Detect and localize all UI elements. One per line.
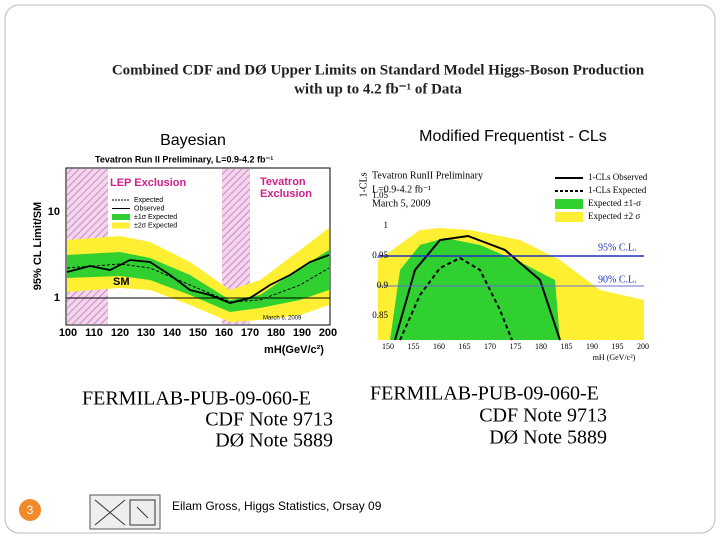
y-tick: 10 [48,206,60,218]
x-label: mH(GeV/c²) [264,344,324,356]
legend-swatch [555,212,583,222]
cl90-label: 90% C.L. [598,274,637,285]
x-tick: 160 [433,342,445,351]
x-tick: 200 [319,327,337,339]
plot-info: March 5, 2009 [372,198,431,209]
tevatron-label: Exclusion [260,188,312,200]
left-plot: Tevatron Run II Preliminary, L=0.9-4.2 f… [32,154,337,356]
legend-label: Expected ±1-σ [588,198,641,208]
legend-swatch [112,222,130,229]
tevatron-label: Tevatron [260,176,306,188]
x-tick: 170 [241,327,259,339]
legend-label: 1-CLs Observed [588,172,648,182]
x-tick: 175 [510,342,522,351]
expected-line [399,256,513,341]
title: Combined CDF and DØ Upper Limits on Stan… [112,62,645,78]
right-plot: 95% C.L. 90% C.L. 1-CLs Tevatron RunII P… [358,168,649,362]
x-tick: 165 [459,342,471,351]
x-tick: 140 [163,327,181,339]
y-tick: 0.85 [372,310,388,320]
note: DØ Note 5889 [215,430,333,452]
x-tick: 200 [637,342,649,351]
x-tick: 195 [612,342,624,351]
x-tick: 100 [59,327,77,339]
title: with up to 4.2 fb⁻¹ of Data [294,81,462,97]
x-tick: 120 [111,327,129,339]
legend-label: Observed [134,205,164,212]
lep-label: LEP Exclusion [110,177,186,189]
y-tick: 0.95 [372,250,388,260]
x-tick: 150 [382,342,394,351]
x-tick: 170 [484,342,496,351]
observed-line [394,234,561,341]
page-badge [19,499,41,521]
x-label: mH (GeV/c²) [593,353,636,362]
y-tick: 1 [384,220,389,230]
page-number: 3 [27,503,34,517]
date: March 6, 2009 [263,316,302,322]
heading: Bayesian [160,132,226,149]
x-tick: 180 [267,327,285,339]
legend-label: Expected [134,197,163,204]
legend-label: Expected ±2 σ [588,211,640,221]
note: CDF Note 9713 [479,405,607,427]
x-tick: 110 [85,327,103,339]
band-1sigma [390,238,560,340]
y-label: 95% CL Limit/SM [32,202,44,290]
legend-swatch [112,214,130,220]
x-tick: 190 [293,327,311,339]
y-tick: 0.9 [377,280,389,290]
y-tick: 1.05 [372,190,388,200]
x-tick: 180 [535,342,547,351]
y-label: 1-CLs [358,172,369,197]
legend-label: ±1σ Expected [134,214,177,221]
slide-frame [4,4,716,534]
heading: Modified Frequentist - CLs [419,128,607,145]
plot-info: L=0.9-4.2 fb⁻¹ [372,184,431,195]
x-tick: 155 [408,342,420,351]
x-tick: 160 [215,327,233,339]
plot-title: Tevatron Run II Preliminary, L=0.9-4.2 f… [95,154,273,164]
legend-label: ±2σ Expected [134,222,177,229]
cl95-label: 95% C.L. [598,242,637,253]
legend-swatch [555,199,583,209]
note: CDF Note 9713 [205,409,333,431]
expected-line [66,263,330,303]
footer: Eilam Gross, Higgs Statistics, Orsay 09 [172,499,382,513]
sm-label: SM [113,276,130,288]
x-tick: 190 [586,342,598,351]
plot-info: Tevatron RunII Preliminary [372,170,483,181]
legend-label: 1-CLs Expected [588,185,647,195]
note: DØ Note 5889 [489,427,607,449]
note: FERMILAB-PUB-09-060-E [82,388,311,410]
x-tick: 185 [561,342,573,351]
x-tick: 150 [189,327,207,339]
logo [89,494,161,530]
y-tick: 1 [54,292,60,304]
observed-line [66,254,330,304]
note: FERMILAB-PUB-09-060-E [370,383,599,405]
x-tick: 130 [137,327,155,339]
logo-art [94,499,156,526]
